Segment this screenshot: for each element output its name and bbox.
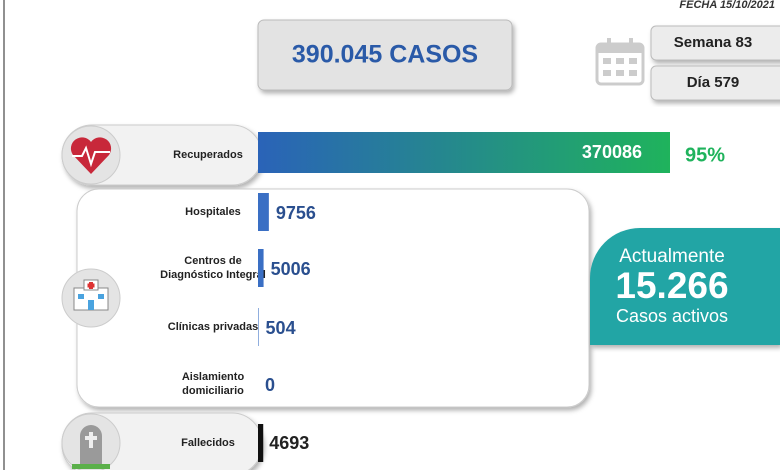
calendar-icon (595, 38, 645, 86)
week-box (650, 25, 780, 61)
total: 390.045 CASOS (292, 41, 478, 69)
heart (70, 137, 112, 174)
active-line2: Casos activos (616, 306, 728, 326)
care-box (76, 188, 590, 408)
day-box (650, 65, 780, 101)
day: Día 579 (687, 74, 740, 91)
care-bar (258, 249, 264, 287)
recovered-bar (258, 132, 670, 173)
deceased-bar (258, 424, 264, 462)
active-count: 15.266 (615, 265, 728, 306)
cross-bar (85, 436, 97, 440)
deceased-label: Fallecidos (181, 437, 235, 449)
care-value: 0 (265, 375, 275, 395)
care-label: Diagnóstico Integral (160, 269, 266, 281)
care-label: Aislamiento (182, 371, 245, 383)
care-label: Hospitales (185, 206, 241, 218)
care-value: 504 (266, 318, 296, 338)
recovered-percent: 95% (685, 144, 725, 166)
pulse (72, 145, 110, 168)
recovered-value: 370086 (582, 142, 642, 162)
deceased-value: 4693 (269, 433, 309, 453)
total-box (257, 19, 513, 91)
hospital (73, 279, 109, 311)
care-bar (258, 193, 269, 231)
date: FECHA 15/10/2021 (679, 0, 775, 11)
care-value: 9756 (276, 203, 316, 223)
care-label: Clínicas privadas (168, 321, 259, 333)
care-label: Centros de (184, 255, 241, 267)
active-line1: Actualmente (619, 246, 725, 267)
grass (72, 464, 110, 469)
care-label: domiciliario (182, 385, 244, 397)
week: Semana 83 (674, 34, 752, 51)
care-value: 5006 (271, 259, 311, 279)
recovered-label: Recuperados (173, 149, 243, 161)
active-box (590, 228, 780, 345)
care-bar (258, 308, 259, 346)
